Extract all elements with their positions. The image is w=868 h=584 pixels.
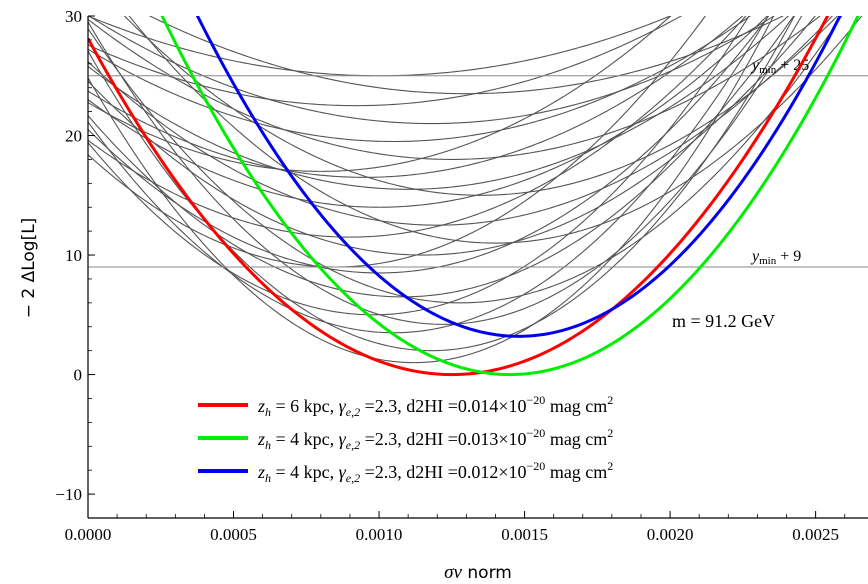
background-curve [128,16,863,244]
background-curve [88,16,683,107]
mass-annotation: m = 91.2 GeV [672,311,775,331]
x-tick-label: 0.0015 [501,525,548,544]
x-axis-title: σv norm [444,562,512,583]
background-curve [88,16,843,304]
y-tick-label: 30 [65,7,82,26]
y-tick-label: −10 [55,485,82,504]
background-curve [88,16,672,172]
highlighted-curves [88,16,860,377]
background-curve [88,16,790,190]
x-tick-label: 0.0020 [647,525,694,544]
background-curve [88,16,770,274]
legend: zh = 6 kpc, γe,2 =2.3, d2HI =0.014×10−20… [198,393,613,485]
background-curve [88,16,775,125]
background-curves [88,16,863,364]
y-tick-label: 10 [65,246,82,265]
y-tick-label: 0 [74,366,83,385]
legend-entry: zh = 6 kpc, γe,2 =2.3, d2HI =0.014×10−20… [257,393,613,419]
y-axis-title: − 2 ΔLog[L] [19,218,39,319]
highlighted-curve [160,16,860,377]
background-curve [88,16,706,268]
background-curve [88,16,834,226]
reference-lines: ymin + 25 ymin + 9 [88,57,868,268]
background-curve [148,16,785,95]
background-curve [123,16,839,196]
x-tick-label: 0.0010 [356,525,403,544]
highlighted-curve [195,16,842,338]
background-curve [88,16,752,143]
background-curve [88,16,821,160]
legend-entry: zh = 4 kpc, γe,2 =2.3, d2HI =0.012×10−20… [257,459,613,485]
background-curve [88,16,816,256]
background-curve [88,16,769,334]
background-curve [88,16,775,364]
x-tick-label: 0.0025 [792,525,839,544]
x-tick-label: 0.0000 [65,525,112,544]
reference-line-label: ymin + 25 [750,57,809,76]
x-axis-title-var: σv [444,562,462,583]
background-curve [88,16,796,352]
background-curve [88,16,750,316]
legend-entry: zh = 4 kpc, γe,2 =2.3, d2HI =0.013×10−20… [257,426,613,452]
background-curve [88,16,744,178]
reference-line-label: ymin + 9 [750,248,801,267]
y-tick-label: 20 [65,127,82,146]
x-tick-label: 0.0005 [210,525,257,544]
x-axis-title-rest: norm [462,563,512,583]
axes: −10 0 10 20 30 0.0000 0.0005 0.0010 0.0015 0.0020… [55,7,868,544]
background-curve [88,16,803,325]
